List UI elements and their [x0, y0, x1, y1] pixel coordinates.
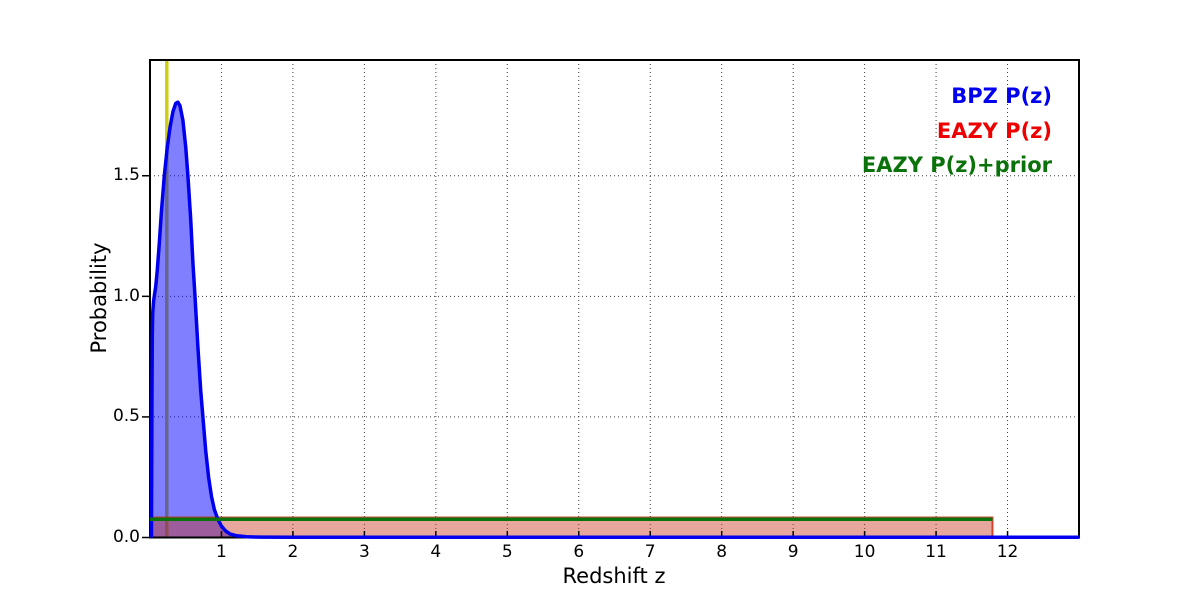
x-tick-label: 12	[996, 542, 1019, 562]
x-tick-label: 3	[358, 542, 370, 562]
x-tick-label: 6	[573, 542, 585, 562]
x-tick-label: 4	[430, 542, 442, 562]
x-tick-label: 10	[853, 542, 876, 562]
x-tick-label: 8	[716, 542, 728, 562]
legend-item-bpz: BPZ P(z)	[951, 84, 1052, 108]
x-axis-label: Redshift z	[562, 564, 666, 588]
x-tick-label: 7	[644, 542, 656, 562]
legend-item-eazy-prior: EAZY P(z)+prior	[861, 153, 1052, 177]
legend: BPZ P(z) EAZY P(z) EAZY P(z)+prior	[862, 79, 1052, 183]
y-tick-label: 0.0	[112, 527, 140, 547]
bpz-curve	[149, 100, 1079, 540]
y-tick-label: 1.0	[112, 285, 140, 306]
x-tick-label: 9	[787, 542, 799, 562]
x-tick-label: 5	[501, 542, 513, 562]
legend-item-eazy: EAZY P(z)	[936, 118, 1052, 143]
y-tick-label: 0.5	[112, 406, 140, 427]
x-tick-label: 11	[925, 542, 947, 562]
x-tick-label: 1	[216, 542, 227, 562]
y-tick-label: 1.5	[112, 165, 140, 186]
x-tick-label: 2	[287, 542, 299, 562]
